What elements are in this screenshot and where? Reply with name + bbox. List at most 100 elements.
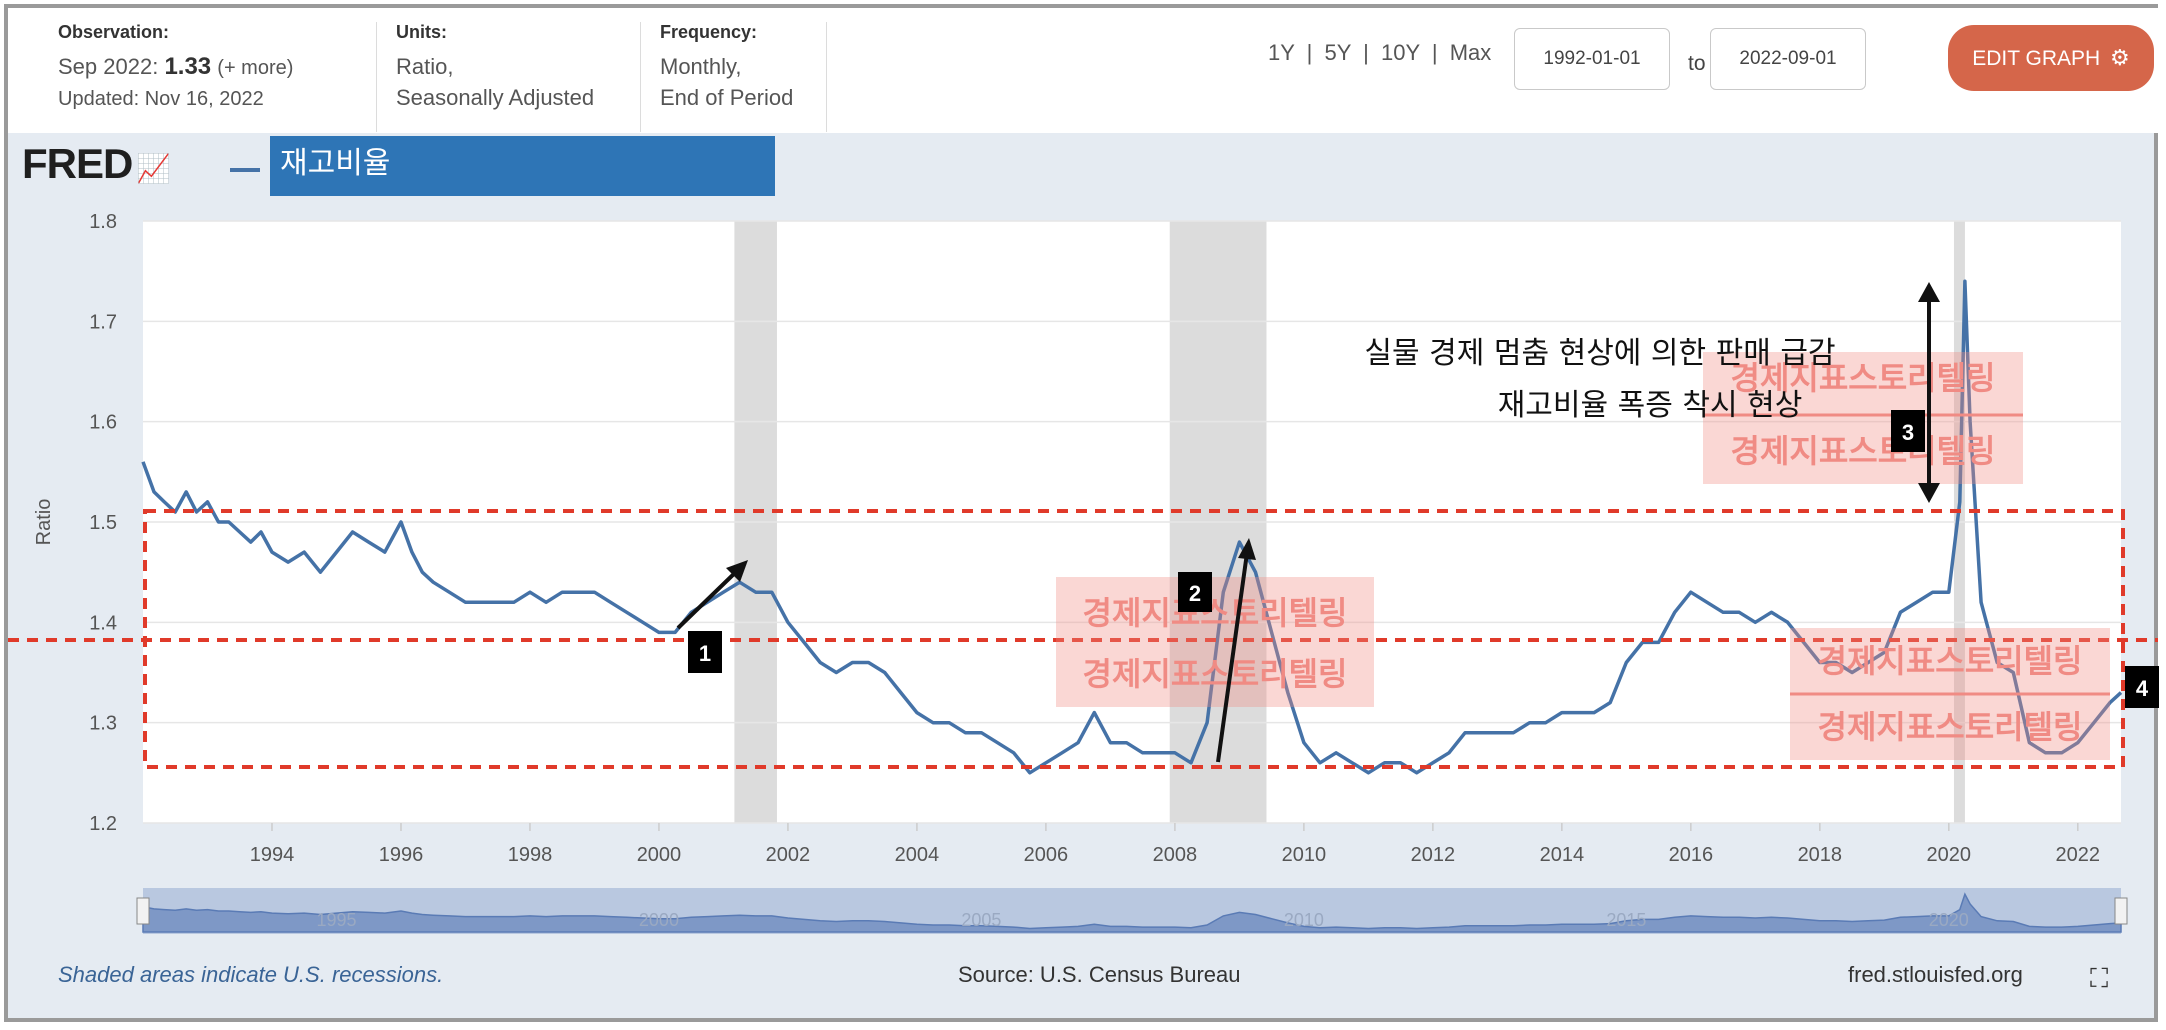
observation-value: 1.33 (164, 53, 212, 80)
source-text: Source: U.S. Census Bureau (958, 962, 1241, 987)
annotation-text-line-2: 재고비율 폭증 착시 현상 (1498, 388, 1803, 423)
fullscreen-icon[interactable]: ⛶ (2090, 963, 2109, 993)
header-bar: Observation: Sep 2022: 1.33 (+ more) Upd… (8, 8, 2158, 133)
annotations: 경제지표스토리텔링 경제지표스토리텔링 경제지표스토리텔링 경제지표스토리텔링 … (8, 282, 2159, 769)
arrow-2-head (1238, 538, 1256, 560)
x-tick-label: 2020 (1927, 844, 1972, 866)
watermark-text: 경제지표스토리텔링 (1818, 642, 2083, 680)
gridlines (143, 220, 2121, 824)
divider (826, 22, 827, 132)
arrow-1-head (726, 560, 748, 582)
site-link[interactable]: fred.stlouisfed.org (1848, 962, 2023, 987)
x-tick-label: 2006 (1024, 844, 1069, 866)
marker-2-label: 2 (1189, 581, 1201, 606)
range-max-link[interactable]: Max (1449, 40, 1492, 65)
x-tick-label: 2010 (1282, 844, 1327, 866)
marker-4-label: 4 (2136, 676, 2149, 701)
arrow-3-head-up (1918, 282, 1940, 302)
range-5y-link[interactable]: 5Y (1324, 40, 1351, 65)
x-tick-label: 2012 (1411, 844, 1456, 866)
series-title: 재고비율 (270, 136, 775, 196)
observation-block: Observation: Sep 2022: 1.33 (+ more) Upd… (58, 22, 293, 115)
trend-chart-icon: 📈 (136, 153, 171, 184)
range-1y-link[interactable]: 1Y (1268, 40, 1295, 65)
watermark-group-3: 경제지표스토리텔링 경제지표스토리텔링 (1790, 628, 2110, 760)
y-tick-label: 1.2 (89, 813, 117, 835)
x-tick-label: 2004 (895, 844, 940, 866)
x-axis-ticks: 1994 1996 1998 2000 2002 2004 2006 2008 2010 2012… (250, 823, 2100, 866)
gear-icon: ⚙ (2110, 45, 2130, 70)
x-tick-label: 2002 (766, 844, 811, 866)
navigator-label: 1995 (316, 910, 356, 930)
watermark-text: 경제지표스토리텔링 (1083, 594, 1348, 632)
annotation-text-line-1: 실물 경제 멈춤 현상에 의한 판매 급감 (1364, 336, 1835, 371)
y-tick-label: 1.8 (89, 211, 117, 233)
series-legend-line (230, 168, 260, 172)
watermark-text: 경제지표스토리텔링 (1731, 359, 1996, 397)
series-title-text: 재고비율 (280, 147, 391, 180)
end-date-input[interactable]: 2022-09-01 (1710, 28, 1866, 90)
range-separator: | (1363, 40, 1369, 65)
frequency-line-2: End of Period (660, 85, 794, 110)
watermark-text: 경제지표스토리텔링 (1731, 432, 1996, 470)
observation-date: Sep 2022: (58, 54, 159, 79)
range-separator: | (1431, 40, 1438, 65)
range-separator: | (1306, 40, 1313, 65)
navigator-labels: 1995 2000 2005 2010 2015 2020 (316, 910, 1968, 930)
edit-graph-label: EDIT GRAPH (1972, 47, 2101, 70)
x-tick-label: 2022 (2056, 844, 2101, 866)
navigator-right-handle[interactable] (2114, 897, 2128, 925)
x-tick-label: 1996 (379, 844, 424, 866)
x-tick-label: 1994 (250, 844, 295, 866)
watermark-box (1056, 577, 1374, 707)
arrow-3-head-down (1918, 483, 1940, 503)
observation-label: Observation: (58, 22, 170, 42)
to-label: to (1688, 52, 1706, 75)
marker-2-box (1178, 572, 1212, 612)
y-tick-label: 1.7 (89, 311, 117, 333)
navigator-label: 2010 (1284, 910, 1324, 930)
watermark-text: 경제지표스토리텔링 (1818, 708, 2083, 746)
x-tick-label: 2016 (1669, 844, 1714, 866)
y-tick-label: 1.3 (89, 713, 117, 735)
y-tick-label: 1.4 (89, 612, 117, 634)
range-10y-link[interactable]: 10Y (1380, 40, 1420, 65)
watermark-group-1: 경제지표스토리텔링 경제지표스토리텔링 (1056, 577, 1374, 707)
navigator-label: 2005 (961, 910, 1001, 930)
fred-logo-text: FRED (22, 140, 133, 187)
marker-1-box (688, 631, 722, 673)
navigator-left-handle[interactable] (136, 897, 150, 925)
fred-logo: FRED 📈 (22, 140, 171, 188)
frequency-label: Frequency: (660, 22, 758, 42)
watermark-group-2: 경제지표스토리텔링 경제지표스토리텔링 (1703, 352, 2023, 484)
x-tick-label: 2000 (637, 844, 682, 866)
frequency-line-1: Monthly, (660, 54, 742, 79)
observation-more-link[interactable]: (+ more) (217, 57, 294, 79)
watermark-text: 경제지표스토리텔링 (1083, 655, 1348, 693)
y-axis-ticks: 1.2 1.3 1.4 1.5 1.6 1.7 1.8 (89, 211, 117, 835)
y-axis-label: Ratio (33, 499, 55, 546)
divider (376, 22, 377, 132)
y-tick-label: 1.5 (89, 512, 117, 534)
navigator-label: 2015 (1606, 910, 1646, 930)
updated-date: Updated: Nov 16, 2022 (58, 88, 264, 110)
frequency-block: Frequency: Monthly, End of Period (660, 22, 793, 113)
arrow-1-shaft (676, 567, 741, 630)
units-line-1: Ratio, (396, 54, 454, 79)
marker-4-box (2125, 666, 2159, 708)
x-tick-label: 2008 (1153, 844, 1198, 866)
series-line (141, 279, 2123, 775)
navigator-label: 2000 (639, 910, 679, 930)
x-tick-label: 2018 (1798, 844, 1843, 866)
range-selector: 1Y | 5Y | 10Y | Max (1268, 40, 1491, 66)
edit-graph-button[interactable]: EDIT GRAPH ⚙ (1948, 25, 2154, 91)
units-label: Units: (396, 22, 447, 42)
y-tick-label: 1.6 (89, 412, 117, 434)
start-date-input[interactable]: 1992-01-01 (1514, 28, 1670, 90)
marker-3-label: 3 (1902, 420, 1914, 445)
navigator-label: 2020 (1929, 910, 1969, 930)
x-tick-label: 2014 (1540, 844, 1585, 866)
marker-3-box (1891, 410, 1925, 452)
navigator-series (142, 892, 2122, 933)
